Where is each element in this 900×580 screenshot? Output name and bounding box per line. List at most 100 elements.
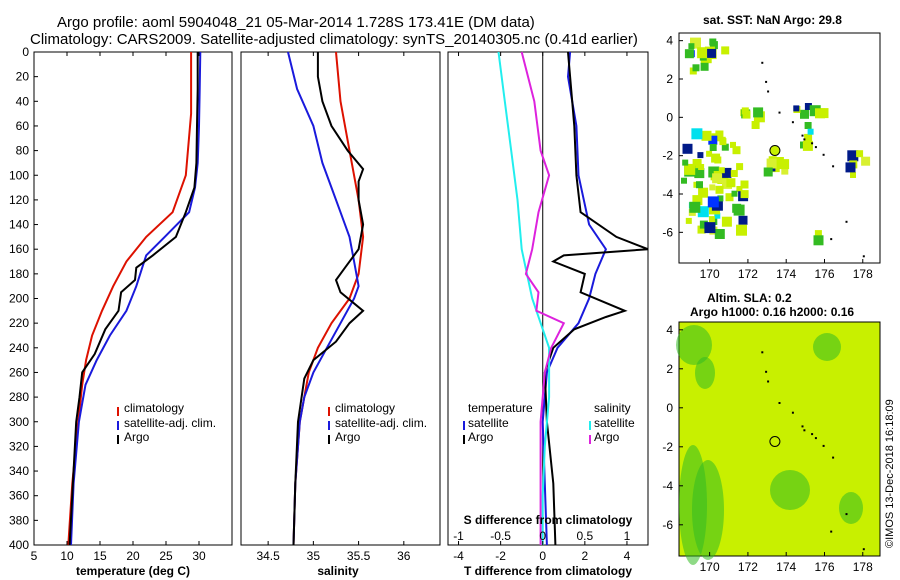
sst-cell	[730, 170, 738, 177]
map-x-tick-label: 172	[738, 267, 758, 281]
island-dot	[791, 121, 794, 124]
sst-cell	[708, 135, 718, 145]
island-dot	[765, 370, 768, 373]
legend-climatology: climatology	[335, 401, 395, 415]
x-tick-label: 35	[307, 549, 321, 563]
sst-cell	[861, 156, 871, 166]
sla-map-title-1: Altim. SLA: 0.2	[707, 291, 792, 305]
x-tick-label: 4	[624, 549, 631, 563]
island-dot	[830, 238, 833, 241]
series-t-satellite	[541, 51, 608, 546]
island-dot	[767, 90, 770, 93]
sla-argo-marker	[769, 435, 781, 447]
y-tick-label: 120	[9, 193, 29, 207]
y-tick-label: 300	[9, 415, 29, 429]
sst-cell	[709, 41, 718, 50]
map-x-tick-label: 170	[700, 560, 720, 574]
map-y-tick-label: 2	[666, 362, 673, 376]
x-tick-label: 5	[31, 549, 38, 563]
difference-legend-salinity: salinity satellite Argo	[589, 401, 635, 444]
island-dot	[822, 153, 825, 156]
sst-cell	[690, 37, 701, 49]
sst-cell	[721, 216, 732, 227]
map-x-tick-label: 178	[853, 267, 873, 281]
legend-salinity-heading: salinity	[594, 401, 631, 415]
temperature-y-ticks: 0 20 40 60 80 100 120 140 160 180 200 220 240 260 280 3…	[9, 45, 38, 552]
difference-series	[497, 51, 649, 546]
island-dot	[814, 146, 817, 149]
sst-cell	[807, 128, 814, 135]
s-tick-label: -0.5	[490, 529, 511, 543]
sst-cell	[802, 140, 813, 151]
sst-cell	[697, 225, 706, 234]
island-dot	[862, 255, 865, 258]
salinity-x-label: salinity	[317, 564, 359, 578]
series-satellite	[287, 51, 360, 546]
temperature-x-ticks: 5 10 15 20 25 30	[31, 52, 206, 563]
x-tick-label: 36	[397, 549, 411, 563]
sst-cell	[814, 230, 822, 238]
sst-cell	[753, 107, 764, 118]
sst-cells	[681, 37, 871, 246]
y-tick-label: 340	[9, 464, 29, 478]
series-climatology	[67, 52, 193, 546]
sst-cell	[781, 167, 789, 175]
map-x-tick-label: 174	[776, 560, 796, 574]
island-dot	[801, 425, 804, 428]
island-dot	[832, 165, 835, 168]
map-x-tick-label: 174	[776, 267, 796, 281]
s-tick-label: 0	[539, 529, 546, 543]
y-tick-label: 220	[9, 316, 29, 330]
y-tick-label: 400	[9, 538, 29, 552]
t-difference-label: T difference from climatology	[464, 564, 632, 578]
legend-t-satellite: satellite	[468, 416, 509, 430]
island-dot	[845, 513, 848, 516]
map-x-tick-label: 172	[738, 560, 758, 574]
sst-cell	[689, 201, 701, 213]
sst-cell	[740, 190, 749, 199]
sst-cell	[684, 163, 696, 175]
sst-cell	[740, 180, 749, 189]
legend-s-argo: Argo	[594, 430, 620, 444]
salinity-series	[287, 51, 365, 546]
y-tick-label: 360	[9, 489, 29, 503]
map-y-tick-label: -4	[662, 187, 673, 201]
sst-cell	[847, 150, 859, 162]
sla-map: Altim. SLA: 0.2 Argo h1000: 0.16 h2000: …	[662, 291, 881, 574]
series-argo	[68, 52, 199, 546]
island-dot	[791, 411, 794, 414]
s-tick-label: -1	[453, 529, 464, 543]
island-dot	[814, 437, 817, 440]
map-y-tick-label: -6	[662, 518, 673, 532]
sst-cell	[736, 224, 747, 236]
series-s-argo	[520, 51, 566, 545]
sst-cell	[694, 168, 705, 179]
island-dot	[765, 80, 768, 83]
y-tick-label: 40	[16, 94, 30, 108]
y-tick-label: 200	[9, 292, 29, 306]
legend-argo: Argo	[124, 430, 150, 444]
temperature-x-label: temperature (deg C)	[76, 564, 190, 578]
sst-cell	[712, 173, 723, 184]
sst-cell	[692, 195, 703, 206]
legend-t-argo: Argo	[468, 430, 494, 444]
map-x-tick-label: 176	[814, 267, 834, 281]
island-dot	[862, 548, 865, 551]
sst-cell	[804, 103, 812, 110]
y-tick-label: 20	[16, 70, 30, 84]
island-dot	[801, 134, 804, 137]
x-tick-label: 25	[159, 549, 173, 563]
legend-satellite: satellite-adj. clim.	[124, 416, 216, 430]
x-tick-label: -2	[495, 549, 506, 563]
sst-cell	[706, 150, 713, 157]
sst-cell	[731, 190, 738, 197]
sst-cell	[688, 43, 695, 50]
sst-cell	[815, 108, 825, 119]
island-dot	[830, 530, 833, 533]
x-tick-label: 0	[539, 549, 546, 563]
x-tick-label: 35.5	[347, 549, 371, 563]
sst-cell	[800, 109, 809, 119]
sst-cell	[684, 49, 694, 59]
sst-cell	[766, 158, 777, 169]
